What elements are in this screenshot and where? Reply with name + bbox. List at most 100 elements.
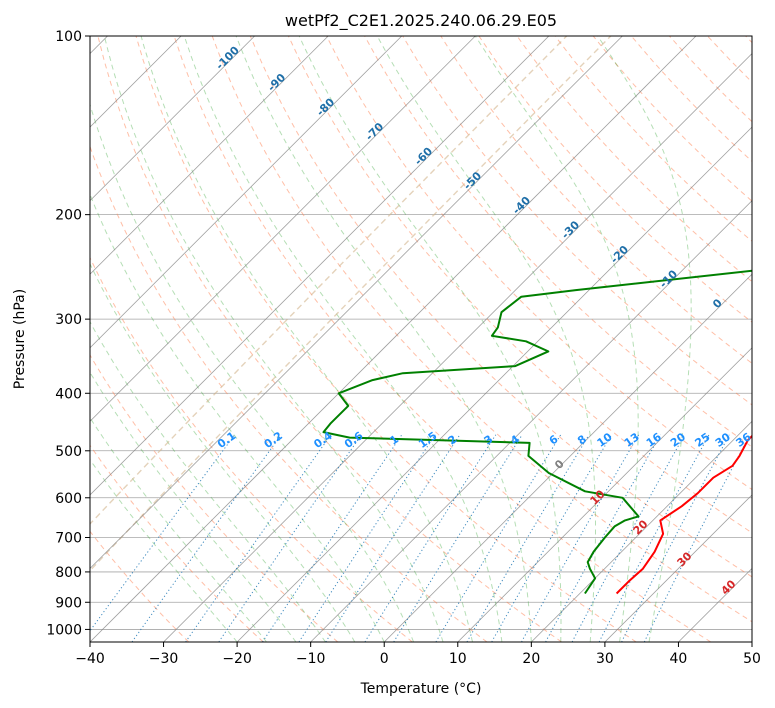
- mixing-ratio-label: 8: [575, 433, 589, 448]
- zero-label: 0: [552, 457, 567, 472]
- dry-adiabat-line: [90, 530, 190, 642]
- dry-adiabat-line: [90, 444, 264, 642]
- isotherm-line: [383, 273, 752, 642]
- isotherm-line: [90, 36, 550, 496]
- mixing-ratio-line: [218, 434, 362, 642]
- isotherm-line: [90, 36, 697, 642]
- dry-adiabat-line: [90, 354, 339, 642]
- isotherm-line: [90, 36, 403, 349]
- moist-adiabat-line: [90, 193, 385, 642]
- isotherm-line: [678, 567, 752, 642]
- mixing-ratio-label: 4: [508, 432, 522, 447]
- x-tick-label: 20: [522, 651, 540, 667]
- temperature-line: [615, 434, 752, 595]
- dry-adiabat-line: [402, 36, 752, 406]
- x-axis-label: Temperature (°C): [360, 681, 482, 697]
- background-grid: [90, 36, 752, 642]
- heavy-adiabat-line: [90, 36, 612, 572]
- y-tick-label: 600: [55, 491, 82, 507]
- mixing-ratio-line: [364, 434, 497, 642]
- y-tick-label: 400: [55, 386, 82, 402]
- x-tick-label: 10: [449, 651, 467, 667]
- x-tick-label: 0: [380, 651, 389, 667]
- mixing-ratio-label: 0.1: [215, 429, 238, 451]
- x-tick-label: 40: [670, 651, 688, 667]
- isotherm-line: [457, 347, 752, 642]
- isotherm-line: [310, 200, 752, 642]
- mixing-ratio-line: [298, 434, 436, 642]
- x-tick-label: −30: [149, 651, 179, 667]
- mixing-ratio-label: 30: [713, 430, 733, 450]
- y-tick-label: 1000: [46, 622, 82, 638]
- moist-adiabat-line: [597, 36, 692, 642]
- theta-label: 30: [675, 549, 695, 569]
- mixing-ratio-line: [466, 434, 590, 642]
- mixing-ratio-label: 36: [734, 430, 754, 450]
- isotherm-label: -90: [265, 71, 288, 94]
- y-axis-label: Pressure (hPa): [12, 289, 28, 389]
- moist-adiabat-line: [140, 36, 473, 642]
- moist-adiabat-line: [90, 262, 356, 642]
- mixing-ratio-line: [435, 434, 562, 642]
- mixing-ratio-label: 3: [482, 433, 496, 448]
- isotherm-line: [163, 52, 752, 642]
- isotherm-label: -40: [510, 194, 533, 217]
- isotherm-label: -50: [461, 169, 484, 192]
- moist-adiabat-line: [298, 36, 562, 642]
- mixing-ratio-line: [621, 434, 730, 642]
- y-tick-label: 100: [55, 29, 82, 45]
- isotherm-line: [751, 641, 752, 642]
- mixing-ratio-label: 20: [668, 430, 688, 450]
- isotherm-label: -100: [213, 44, 242, 73]
- moist-adiabat-line: [183, 36, 503, 642]
- axes: −40 −30 −20 −10 0 10 20 30 40 5010020030040050060…: [46, 29, 761, 667]
- isotherm-label: -30: [559, 218, 582, 241]
- theta-label: 20: [631, 517, 651, 537]
- dry-adiabat-line: [516, 36, 752, 283]
- mixing-ratio-line: [521, 434, 640, 642]
- isotherm-label: -20: [608, 243, 631, 266]
- chart-title: wetPf2_C2E1.2025.240.06.29.E05: [285, 11, 557, 31]
- isotherm-label: -70: [363, 120, 386, 143]
- mixing-ratio-label: 13: [622, 430, 642, 449]
- mixing-ratio-label: 10: [595, 430, 615, 450]
- isotherm-line: [90, 36, 255, 202]
- mixing-ratio-label: 0.2: [262, 429, 285, 451]
- profiles: [322, 269, 752, 595]
- heavy-adiabat-line: [90, 36, 568, 525]
- isotherm-line: [236, 126, 752, 642]
- y-tick-label: 900: [55, 595, 82, 611]
- y-tick-label: 300: [55, 312, 82, 328]
- y-tick-label: 800: [55, 565, 82, 581]
- moist-adiabat-line: [90, 320, 326, 642]
- isotherm-label: -60: [412, 144, 435, 167]
- isotherm-label: 10: [757, 318, 775, 338]
- mixing-ratio-line: [131, 434, 282, 642]
- dry-adiabat-line: [97, 36, 562, 642]
- moist-adiabat-line: [474, 36, 639, 642]
- y-tick-label: 700: [55, 531, 82, 547]
- mixing-ratio-line: [262, 434, 403, 642]
- dewpoint-line: [322, 269, 752, 595]
- moist-adiabat-line: [103, 36, 444, 642]
- plot-frame: [89, 35, 753, 643]
- isotherm-label: -80: [314, 95, 337, 118]
- dry-adiabat-line: [90, 256, 413, 642]
- dry-adiabat-line: [135, 36, 637, 642]
- mixing-ratio-label: 6: [547, 432, 561, 447]
- isotherm-label: -10: [657, 267, 680, 290]
- isotherm-line: [531, 420, 752, 642]
- mixing-ratio-label: 16: [644, 430, 664, 450]
- isotherm-line: [604, 494, 752, 642]
- x-tick-label: 50: [743, 651, 761, 667]
- mixing-ratio-line: [571, 434, 685, 642]
- dry-adiabat-line: [211, 36, 752, 623]
- theta-label: 40: [719, 577, 739, 597]
- dry-adiabat-line: [745, 36, 752, 44]
- x-tick-label: −10: [296, 651, 326, 667]
- moist-adiabat-line: [376, 36, 596, 642]
- mixing-ratio-line: [643, 434, 751, 642]
- mixing-ratio-line: [325, 434, 461, 642]
- moist-adiabat-line: [90, 102, 415, 642]
- mixing-ratio-line: [491, 434, 612, 642]
